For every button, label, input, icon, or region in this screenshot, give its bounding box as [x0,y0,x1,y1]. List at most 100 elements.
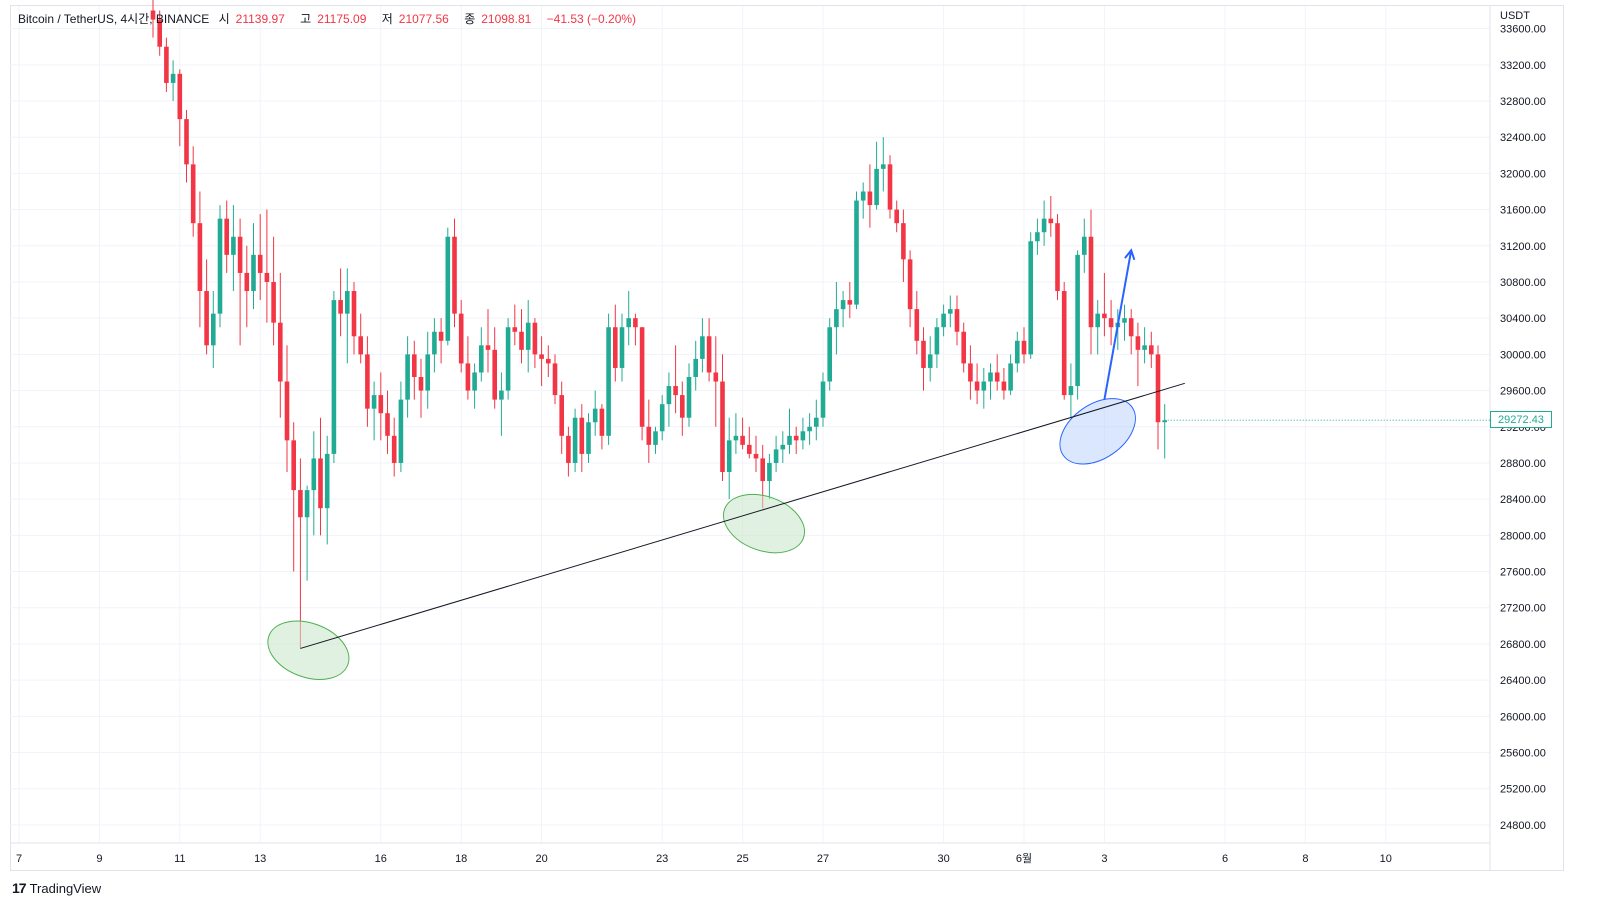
low-value: 21077.56 [398,12,449,26]
candle-body [197,223,203,292]
time-tick-label: 27 [817,853,829,865]
open-value: 21139.97 [235,12,285,26]
candle-body [666,386,672,405]
candle-body [720,381,725,473]
candle-body [566,435,571,463]
change-value: −41.53 (−0.20%) [546,12,637,26]
high-label: 고 [300,12,312,26]
green-ellipse-marker [722,493,806,554]
candle-body [492,349,497,400]
candle-body [559,395,564,436]
price-tick-label: 28000.00 [1500,530,1546,542]
candle-body [572,417,578,463]
candle-body [391,435,397,463]
candle-body [204,291,209,346]
candle-body [1048,218,1054,224]
candle-body [244,272,250,292]
price-axis[interactable]: 33600.00 33200.00 32800.00 32400.00 32000.00… [1500,24,1546,832]
candles [150,0,1167,649]
candle-body [519,331,524,350]
price-tick-label: 28400.00 [1500,494,1546,506]
candle-body [1041,218,1047,233]
price-tick-label: 33600.00 [1500,24,1546,36]
drawings [267,248,1490,680]
candle-body [217,218,223,314]
close-value: 21098.81 [481,12,532,26]
candle-body [164,46,169,83]
candle-body [579,417,585,454]
candle-body [351,291,357,337]
candle-body [994,372,1000,382]
candle-body [398,399,404,463]
candle-body [465,363,471,391]
candle-body [231,236,236,255]
symbol-title: Bitcoin / TetherUS, 4시간, BINANCE [18,12,210,26]
candle-body [170,73,176,83]
candle-body [914,309,920,341]
time-axis[interactable]: 7 9 11 13 16 18 20 23 25 27 30 6월 3 6 8 10 [16,852,1392,865]
candle-body [1162,420,1167,423]
candle-body [284,381,290,441]
price-tick-label: 30000.00 [1500,349,1546,361]
candle-body [613,327,618,368]
candle-body [157,19,162,47]
candle-body [948,309,953,314]
candle-body [1068,386,1074,396]
candle-body [807,426,812,432]
candle-body [479,345,484,373]
trendline [300,382,1185,649]
candle-body [626,318,631,328]
price-tick-label: 30400.00 [1500,313,1546,325]
candle-body [1102,313,1107,319]
candle-body [753,453,759,459]
time-tick-label: 6월 [1016,852,1032,865]
candle-body [257,254,263,273]
candle-body [1001,381,1007,391]
candle-body [941,313,946,328]
time-tick-label: 23 [656,853,668,865]
candle-body [177,73,183,120]
price-tick-label: 31200.00 [1500,241,1546,253]
candle-body [1135,336,1141,350]
candle-body [847,300,853,305]
candle-body [418,376,424,391]
candle-body [331,300,337,454]
candle-body [1088,236,1094,328]
candle-body [961,331,966,364]
candle-body [921,340,926,368]
time-tick-label: 16 [375,853,387,865]
tradingview-logo[interactable]: 17 TradingView [12,880,101,896]
time-tick-label: 13 [254,853,266,865]
time-tick-label: 18 [455,853,467,865]
candle-body [827,327,832,382]
price-tick-label: 27600.00 [1500,567,1546,579]
candle-body [271,281,276,323]
candle-body [318,458,323,509]
time-tick-label: 20 [535,853,547,865]
price-tick-label: 25200.00 [1500,784,1546,796]
candle-body [773,449,779,463]
candle-body [988,372,993,382]
chart-frame [10,5,1564,871]
price-tick-label: 32000.00 [1500,168,1546,180]
candle-body [264,272,270,282]
candle-body [1015,340,1020,364]
candle-body [673,386,678,396]
price-tick-label: 26400.00 [1500,675,1546,687]
candle-body [713,372,719,382]
candle-body [1061,291,1067,396]
candle-body [700,336,705,359]
candle-body [211,313,216,346]
candle-body [834,309,839,328]
candle-body [432,331,437,355]
time-tick-label: 9 [96,853,102,865]
candle-body [452,236,457,314]
candle-body [706,336,712,373]
candle-body [680,395,685,418]
candle-body [438,331,444,341]
candle-body [525,322,531,350]
candle-body [860,191,866,201]
tradingview-logo-icon: 17 [12,880,27,896]
candle-body [311,458,317,491]
